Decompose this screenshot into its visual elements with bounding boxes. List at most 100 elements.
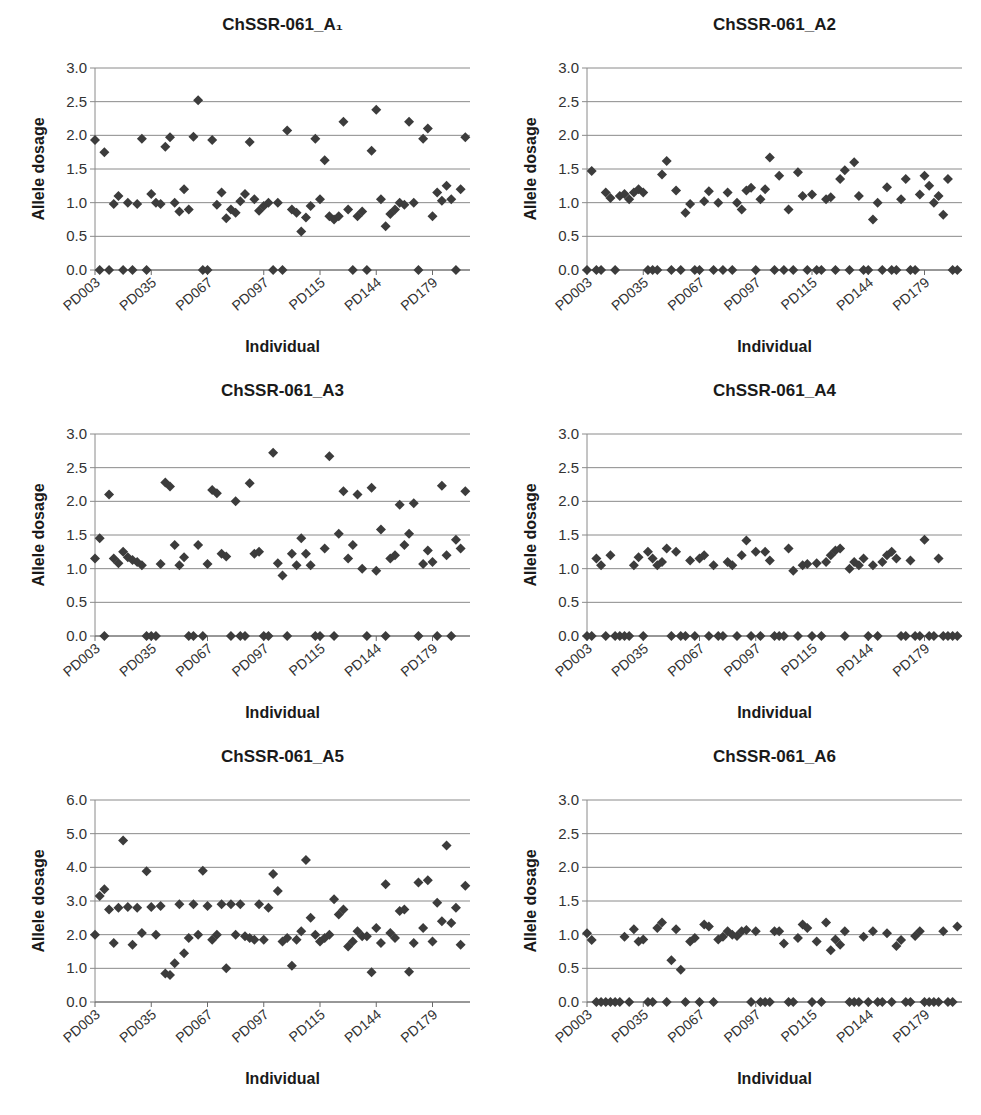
point [165,482,175,492]
point [179,552,189,562]
point [676,965,686,975]
y-tick-label: 1.0 [66,959,87,976]
point [193,540,203,550]
x-tick-label: PD179 [397,1006,440,1046]
point [418,134,428,144]
point [273,558,283,568]
point [610,265,620,275]
point [802,923,812,933]
point [446,918,456,928]
point [915,631,925,641]
x-tick-label: PD115 [778,274,820,313]
point [826,192,836,202]
x-tick-label: PD115 [286,274,328,313]
point [90,135,100,145]
point [282,933,292,943]
y-tick-label: 0.0 [66,993,87,1010]
point [217,188,227,198]
grid-line [587,501,962,502]
point [296,227,306,237]
x-tick [376,270,377,275]
point [807,997,817,1007]
point [292,560,302,570]
point [605,550,615,560]
x-tick [376,636,377,641]
y-axis-label: Allele dosage [522,117,539,220]
point [952,265,962,275]
point [395,500,405,510]
point [760,184,770,194]
title: ChSSR-061_A₁ [222,15,342,34]
point [428,557,438,567]
point [221,552,231,562]
point [381,879,391,889]
point [868,560,878,570]
point [437,916,447,926]
x-tick [207,1002,208,1007]
grid-line [95,135,470,136]
point [948,997,958,1007]
point [348,936,358,946]
y-axis-label: Allele dosage [522,849,539,952]
marks [90,448,470,641]
y-tick-label: 2.0 [66,492,87,509]
point [934,554,944,564]
point [877,265,887,275]
y-tick-label: 1.5 [558,892,579,909]
point [413,265,423,275]
y-tick-label: 1.0 [558,194,579,211]
x-tick-label: PD179 [889,640,932,680]
point [634,552,644,562]
point [751,547,761,557]
point [915,190,925,200]
x-tick-label: PD003 [552,640,595,680]
point [367,483,377,493]
point [605,193,615,203]
point [409,198,419,208]
point [770,265,780,275]
y-tick [582,568,587,569]
x-axis-label: Individual [737,338,812,355]
point [784,204,794,214]
point [188,631,198,641]
point [826,945,836,955]
y-tick [582,867,587,868]
grid-line [587,434,962,435]
y-tick-label: 1.5 [66,160,87,177]
point [680,997,690,1007]
y-tick [90,901,95,902]
point [170,958,180,968]
point [671,924,681,934]
point [371,566,381,576]
point [704,186,714,196]
point [104,265,114,275]
point [905,997,915,1007]
point [755,194,765,204]
x-axis-label: Individual [737,704,812,721]
y-tick [582,1002,587,1003]
x-tick-label: PD097 [229,640,272,680]
point [170,540,180,550]
point [812,558,822,568]
point [381,221,391,231]
point [910,265,920,275]
point [788,265,798,275]
point [221,963,231,973]
point [784,543,794,553]
point [334,529,344,539]
point [156,901,166,911]
point [399,904,409,914]
x-tick [320,270,321,275]
y-tick [90,135,95,136]
point [432,188,442,198]
title: ChSSR-061_A6 [713,747,836,766]
point [142,866,152,876]
point [854,997,864,1007]
point [765,556,775,566]
x-tick-label: PD067 [172,1006,215,1046]
y-tick [90,434,95,435]
y-tick-label: 2.5 [558,93,579,110]
x-axis-label: Individual [245,704,320,721]
y-tick-label: 0.5 [558,959,579,976]
title: ChSSR-061_A3 [221,381,344,400]
